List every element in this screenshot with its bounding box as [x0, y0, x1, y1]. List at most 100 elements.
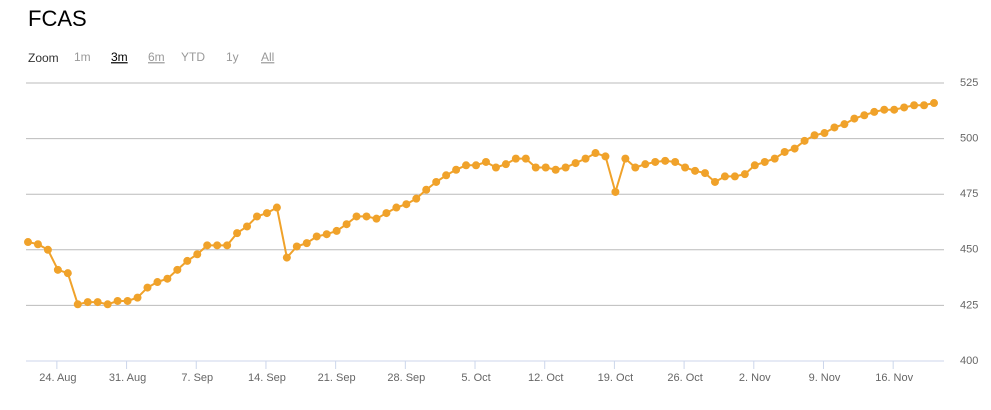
- point: [223, 241, 232, 250]
- zoom-button[interactable]: 3m: [111, 50, 128, 64]
- point: [501, 160, 510, 169]
- point: [183, 256, 192, 265]
- point: [272, 203, 281, 212]
- point: [790, 144, 799, 153]
- point: [63, 269, 72, 278]
- point: [900, 103, 909, 112]
- point: [770, 154, 779, 163]
- point: [123, 296, 132, 305]
- point: [432, 177, 441, 186]
- point: [511, 154, 520, 163]
- point: [830, 123, 839, 132]
- point: [33, 240, 42, 249]
- point: [840, 120, 849, 129]
- point: [661, 156, 670, 165]
- point: [103, 300, 112, 309]
- point: [193, 250, 202, 259]
- point: [710, 177, 719, 186]
- point: [611, 187, 620, 196]
- point: [153, 278, 162, 287]
- point: [591, 149, 600, 158]
- zoom-button: 1y: [226, 50, 239, 64]
- zoom-button[interactable]: 6m: [148, 50, 165, 64]
- point: [571, 159, 580, 168]
- point: [302, 239, 311, 248]
- zoom-label: Zoom: [28, 51, 59, 65]
- point: [800, 136, 809, 145]
- point: [481, 157, 490, 166]
- point: [651, 157, 660, 166]
- point: [332, 226, 341, 235]
- point: [691, 166, 700, 175]
- point: [671, 157, 680, 166]
- point: [24, 238, 32, 247]
- x-tick-label: 12. Oct: [528, 372, 563, 384]
- point: [920, 101, 929, 110]
- point: [402, 200, 411, 209]
- y-tick-label: 475: [960, 188, 978, 200]
- point: [133, 293, 142, 302]
- zoom-button: YTD: [181, 50, 205, 64]
- x-tick-label: 24. Aug: [39, 372, 76, 384]
- point: [740, 170, 749, 179]
- point: [910, 101, 919, 110]
- point: [521, 154, 530, 163]
- point: [621, 154, 630, 163]
- point: [810, 131, 819, 140]
- x-tick-label: 2. Nov: [739, 372, 771, 384]
- point: [551, 165, 560, 174]
- point: [701, 169, 710, 178]
- point: [312, 232, 321, 241]
- point: [342, 220, 351, 229]
- point: [53, 265, 62, 274]
- zoom-button[interactable]: All: [261, 50, 274, 64]
- x-tick-label: 21. Sep: [318, 372, 356, 384]
- point: [292, 242, 301, 251]
- point: [262, 209, 271, 218]
- point: [163, 274, 172, 283]
- point: [541, 163, 550, 172]
- point: [890, 105, 899, 114]
- point: [491, 163, 500, 172]
- point: [641, 160, 650, 169]
- point: [362, 212, 371, 221]
- point: [720, 172, 729, 181]
- x-tick-label: 26. Oct: [667, 372, 702, 384]
- y-tick-label: 525: [960, 77, 978, 89]
- point: [780, 147, 789, 156]
- point: [113, 296, 122, 305]
- y-tick-label: 450: [960, 244, 978, 256]
- point: [422, 185, 431, 194]
- point: [392, 203, 401, 212]
- y-tick-label: 500: [960, 133, 978, 145]
- point: [203, 241, 212, 250]
- point: [143, 283, 152, 292]
- point: [681, 163, 690, 172]
- point: [581, 154, 590, 163]
- point: [760, 157, 769, 166]
- series-line: [27, 102, 935, 306]
- point: [282, 253, 291, 262]
- point: [382, 209, 391, 218]
- point: [531, 163, 540, 172]
- point: [930, 99, 938, 108]
- x-tick-label: 5. Oct: [461, 372, 490, 384]
- chart-title: FCAS: [28, 6, 87, 31]
- point: [750, 161, 759, 170]
- point: [860, 111, 869, 120]
- x-tick-label: 9. Nov: [809, 372, 841, 384]
- y-tick-label: 400: [960, 355, 978, 367]
- point: [820, 129, 829, 138]
- zoom-button: 1m: [74, 50, 91, 64]
- x-tick-label: 28. Sep: [387, 372, 425, 384]
- point: [43, 245, 52, 254]
- point: [442, 171, 451, 180]
- point: [372, 214, 381, 223]
- point: [452, 165, 461, 174]
- point: [412, 194, 421, 203]
- point: [73, 300, 82, 309]
- point: [561, 163, 570, 172]
- x-tick-label: 7. Sep: [181, 372, 213, 384]
- point: [233, 229, 242, 238]
- point: [322, 230, 331, 239]
